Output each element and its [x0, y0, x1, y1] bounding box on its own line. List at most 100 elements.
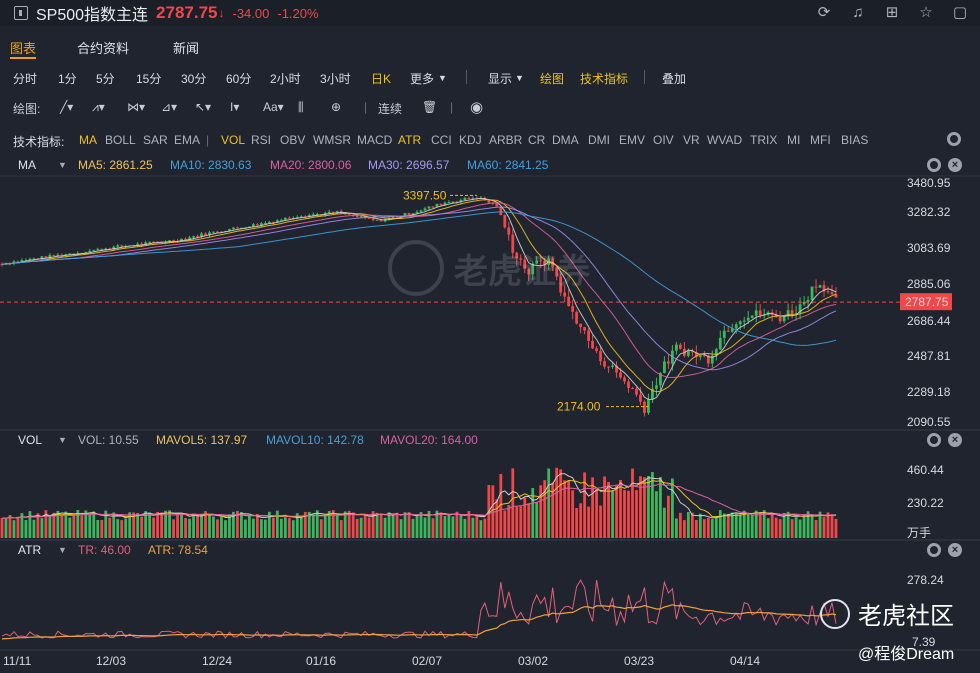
- ind-sar[interactable]: SAR: [143, 133, 168, 147]
- vol-panel-name[interactable]: VOL: [18, 433, 43, 447]
- display-menu[interactable]: 显示: [488, 72, 513, 86]
- ind-obv[interactable]: OBV: [280, 133, 306, 147]
- ind-cci[interactable]: CCI: [431, 133, 452, 147]
- grid-icon[interactable]: ⊞: [885, 4, 899, 21]
- ind-ma[interactable]: MA: [79, 133, 97, 147]
- volume-bar: [519, 506, 523, 538]
- candle-body: [287, 217, 291, 219]
- ind-wvad[interactable]: WVAD: [707, 133, 743, 147]
- ind-dma[interactable]: DMA: [552, 133, 579, 147]
- ma-settings-gear-icon[interactable]: [927, 158, 941, 172]
- ma5-line: [1, 197, 837, 400]
- ind-atr[interactable]: ATR: [398, 133, 422, 147]
- volume-bar: [116, 519, 120, 538]
- volume-bar: [283, 517, 287, 538]
- volume-bar: [495, 499, 499, 538]
- ind-ema[interactable]: EMA: [174, 133, 201, 147]
- ind-oiv[interactable]: OIV: [653, 133, 674, 147]
- candle-body: [515, 252, 519, 259]
- cursor-tool-icon[interactable]: I▾: [230, 100, 240, 114]
- ind-trix[interactable]: TRIX: [750, 133, 778, 147]
- symbol-change-pct: -1.20%: [277, 5, 319, 21]
- trash-icon[interactable]: 🗑: [422, 100, 438, 114]
- fib-tool-icon[interactable]: ⊿▾: [161, 100, 178, 114]
- vol-panel-header: VOL ▼ VOL: 10.55 MAVOL5: 137.97 MAVOL10:…: [0, 431, 980, 449]
- polyline-tool-icon[interactable]: ⩘▾: [92, 100, 105, 114]
- period-more[interactable]: 更多: [410, 72, 435, 86]
- period-daily[interactable]: 日K: [371, 72, 392, 86]
- text-tool-icon[interactable]: Aa▾: [263, 100, 284, 114]
- period-3h[interactable]: 3小时: [320, 72, 351, 86]
- chevron-down-icon[interactable]: ▼: [58, 160, 67, 170]
- vol-settings-gear-icon[interactable]: [927, 433, 941, 447]
- bell-icon[interactable]: ♫: [852, 4, 864, 21]
- volume-bar: [730, 512, 734, 538]
- indicator-button[interactable]: 技术指标: [580, 72, 629, 86]
- ma-close-icon[interactable]: ×: [948, 158, 962, 172]
- ind-emv[interactable]: EMV: [619, 133, 646, 147]
- period-timeshare[interactable]: 分时: [13, 72, 38, 86]
- draw-button[interactable]: 绘图: [540, 72, 565, 86]
- overlay-button[interactable]: 叠加: [662, 72, 687, 86]
- ind-mi[interactable]: MI: [787, 133, 801, 147]
- settings-gear-icon[interactable]: [947, 132, 961, 146]
- tab-contract-info[interactable]: 合约资料: [77, 41, 130, 56]
- atr-value: ATR: 78.54: [148, 543, 208, 557]
- volume-bar: [479, 520, 483, 538]
- chevron-down-icon[interactable]: ▼: [58, 435, 67, 445]
- ind-bias[interactable]: BIAS: [841, 133, 869, 147]
- candle-body: [782, 316, 786, 322]
- continuous-toggle[interactable]: 连续: [378, 102, 403, 116]
- star-icon[interactable]: ☆: [919, 4, 933, 21]
- ind-kdj[interactable]: KDJ: [459, 133, 482, 147]
- ind-rsi[interactable]: RSI: [251, 133, 272, 147]
- line-tool-icon[interactable]: ╱▾: [60, 100, 74, 114]
- ind-macd[interactable]: MACD: [357, 133, 393, 147]
- tab-chart[interactable]: 图表: [10, 28, 37, 59]
- period-30m[interactable]: 30分: [181, 72, 207, 86]
- ind-arbr[interactable]: ARBR: [489, 133, 523, 147]
- arrow-tool-icon[interactable]: ↖▾: [195, 100, 212, 114]
- ind-vol[interactable]: VOL: [221, 133, 246, 147]
- atr-settings-gear-icon[interactable]: [927, 543, 941, 557]
- bars-tool-icon[interactable]: ⫼: [298, 100, 304, 114]
- ind-dmi[interactable]: DMI: [588, 133, 610, 147]
- ind-wmsr[interactable]: WMSR: [313, 133, 351, 147]
- tab-news[interactable]: 新闻: [173, 41, 200, 56]
- period-15m[interactable]: 15分: [136, 72, 162, 86]
- vol-close-icon[interactable]: ×: [948, 433, 962, 447]
- eye-icon[interactable]: ◉: [470, 99, 484, 116]
- square-icon[interactable]: ▢: [952, 4, 968, 21]
- back-icon[interactable]: [14, 6, 28, 20]
- refresh-icon[interactable]: ⟳: [817, 4, 831, 21]
- ind-cr[interactable]: CR: [528, 133, 546, 147]
- ma5-value: MA5: 2861.25: [78, 158, 153, 172]
- period-1m[interactable]: 1分: [58, 72, 77, 86]
- chevron-down-icon[interactable]: ▼: [58, 545, 67, 555]
- candle-body: [44, 256, 48, 259]
- chevron-down-icon[interactable]: ▼: [515, 73, 524, 83]
- ind-mfi[interactable]: MFI: [810, 133, 831, 147]
- period-60m[interactable]: 60分: [226, 72, 252, 86]
- volume-bar: [0, 517, 4, 538]
- candle-body: [459, 200, 463, 202]
- candle-body: [188, 237, 191, 240]
- wave-tool-icon[interactable]: ⋈▾: [127, 100, 146, 114]
- atr-close-icon[interactable]: ×: [948, 543, 962, 557]
- ind-boll[interactable]: BOLL: [105, 133, 136, 147]
- candle-body: [619, 372, 622, 378]
- ind-vr[interactable]: VR: [683, 133, 700, 147]
- candle-body: [184, 238, 187, 240]
- candle-body: [311, 214, 315, 216]
- atr-panel-name[interactable]: ATR: [18, 543, 42, 557]
- period-2h[interactable]: 2小时: [270, 72, 301, 86]
- candle-body: [335, 211, 339, 213]
- period-5m[interactable]: 5分: [96, 72, 115, 86]
- chevron-down-icon[interactable]: ▼: [438, 73, 447, 83]
- ma-panel-name[interactable]: MA: [18, 158, 36, 172]
- zoom-icon[interactable]: ⊕: [331, 100, 342, 114]
- volume-bar: [92, 511, 96, 538]
- candle-body: [411, 213, 415, 215]
- atr-line: [1, 604, 837, 640]
